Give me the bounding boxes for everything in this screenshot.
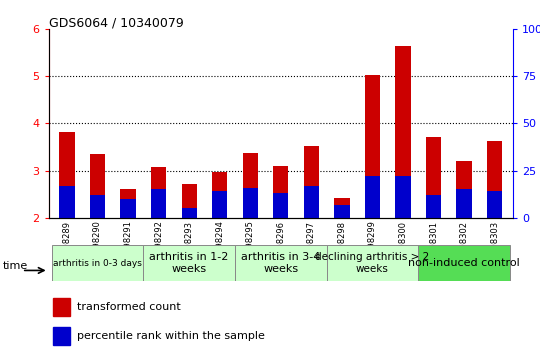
Bar	[242, 188, 258, 218]
Bar	[235, 245, 327, 281]
Text: non-induced control: non-induced control	[408, 258, 520, 268]
Bar	[395, 176, 410, 218]
Bar	[273, 166, 288, 218]
Text: arthritis in 0-3 days: arthritis in 0-3 days	[53, 259, 142, 268]
Bar	[456, 189, 472, 218]
Bar	[327, 245, 418, 281]
Text: percentile rank within the sample: percentile rank within the sample	[77, 331, 265, 341]
Text: arthritis in 3-4
weeks: arthritis in 3-4 weeks	[241, 252, 320, 274]
Bar	[90, 154, 105, 218]
Bar	[487, 141, 502, 218]
Bar	[151, 189, 166, 218]
Text: arthritis in 1-2
weeks: arthritis in 1-2 weeks	[150, 252, 229, 274]
Bar	[334, 205, 349, 218]
Bar	[52, 245, 143, 281]
Text: declining arthritis > 2
weeks: declining arthritis > 2 weeks	[315, 252, 430, 274]
Bar	[395, 45, 410, 218]
Bar	[365, 75, 380, 218]
Bar	[487, 191, 502, 218]
Bar	[181, 208, 197, 218]
Bar	[120, 189, 136, 218]
Bar	[120, 199, 136, 218]
Bar	[59, 132, 75, 218]
Bar	[212, 172, 227, 218]
Bar	[273, 193, 288, 218]
Bar	[426, 136, 441, 218]
Bar	[303, 186, 319, 218]
Bar	[143, 245, 235, 281]
Bar	[334, 198, 349, 218]
Bar	[90, 195, 105, 218]
Bar	[303, 146, 319, 218]
Bar	[426, 195, 441, 218]
Bar	[365, 176, 380, 218]
Bar	[59, 186, 75, 218]
Bar	[242, 153, 258, 218]
Bar	[212, 191, 227, 218]
Bar	[53, 298, 70, 316]
Bar	[418, 245, 510, 281]
Bar	[456, 161, 472, 218]
Bar	[151, 167, 166, 218]
Text: time: time	[3, 261, 28, 271]
Bar	[181, 184, 197, 218]
Text: GDS6064 / 10340079: GDS6064 / 10340079	[49, 16, 184, 29]
Text: transformed count: transformed count	[77, 302, 181, 312]
Bar	[53, 327, 70, 345]
